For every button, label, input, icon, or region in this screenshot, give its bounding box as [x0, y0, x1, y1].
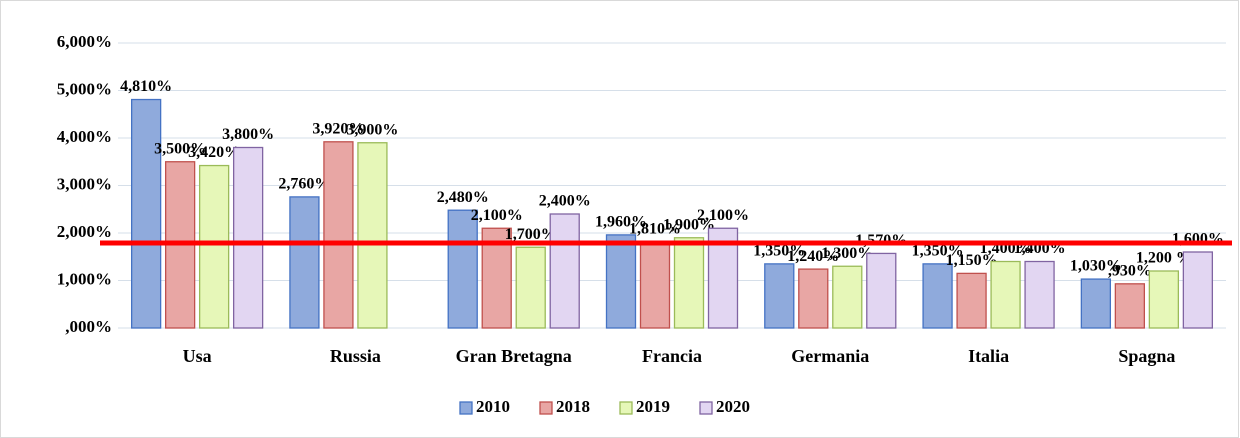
data-label: 1,200 % — [1136, 250, 1192, 267]
x-tick-label: Russia — [330, 346, 381, 366]
legend-swatch — [619, 401, 633, 415]
bar — [323, 141, 354, 329]
legend-swatch — [699, 401, 713, 415]
bar — [922, 263, 953, 329]
legend-label: 2010 — [476, 397, 510, 416]
bar — [764, 263, 795, 329]
data-label: 1,900% — [663, 216, 715, 233]
data-label: 1,960% — [595, 214, 647, 231]
y-tick-label: ,000% — [65, 317, 112, 336]
bar — [605, 234, 637, 329]
data-label: ,930% — [1108, 262, 1152, 279]
legend-label: 2019 — [636, 397, 670, 416]
x-tick-label: Spagna — [1118, 346, 1175, 366]
data-label: 2,100% — [697, 207, 749, 224]
y-tick-label: 2,000% — [57, 222, 112, 241]
data-label: 1,810% — [629, 221, 681, 238]
data-label: 1,030% — [1070, 258, 1122, 275]
bar — [232, 146, 264, 329]
data-label: 2,760% — [278, 176, 330, 193]
bar — [130, 98, 162, 329]
data-label: 4,810% — [120, 78, 172, 95]
y-tick-label: 4,000% — [57, 127, 112, 146]
data-label: 3,500% — [154, 140, 206, 157]
y-tick-label: 1,000% — [57, 269, 112, 288]
bar — [866, 252, 897, 329]
legend-swatch — [539, 401, 553, 415]
data-label: 1,700% — [505, 226, 557, 243]
bar — [515, 246, 546, 329]
bar — [549, 213, 580, 329]
data-label: 3,800% — [222, 126, 274, 143]
data-label: 3,920% — [312, 120, 364, 137]
x-tick-label: Gran Bretagna — [456, 346, 572, 366]
bar — [639, 241, 671, 329]
data-label: 3,900% — [346, 121, 398, 138]
data-label: 2,400% — [539, 193, 591, 210]
y-tick-label: 6,000% — [57, 32, 112, 51]
x-tick-label: Usa — [183, 346, 212, 366]
bar — [1148, 270, 1180, 329]
data-label: 3,420% — [188, 144, 240, 161]
bar — [1114, 283, 1146, 329]
data-label: 1,240% — [787, 248, 839, 265]
legend-label: 2020 — [716, 397, 750, 416]
x-tick-label: Francia — [642, 346, 702, 366]
data-label: 1,150% — [946, 252, 998, 269]
data-label: 1,350% — [753, 243, 805, 260]
y-tick-label: 3,000% — [57, 174, 112, 193]
bar — [1024, 260, 1055, 329]
data-label: 2,480% — [437, 189, 489, 206]
x-tick-label: Italia — [968, 346, 1009, 366]
bar — [798, 268, 829, 329]
bar — [447, 209, 478, 329]
x-tick-label: Germania — [791, 346, 869, 366]
bar — [990, 260, 1021, 329]
bar — [357, 142, 388, 329]
legend-label: 2018 — [556, 397, 590, 416]
bar — [289, 196, 320, 329]
bar — [198, 164, 230, 329]
bar — [673, 237, 705, 329]
y-tick-label: 5,000% — [57, 79, 112, 98]
bar — [956, 272, 987, 329]
data-label: 1,350% — [912, 243, 964, 260]
bar — [1080, 278, 1112, 329]
bar — [832, 265, 863, 329]
data-label: 1,300% — [821, 245, 873, 262]
legend-swatch — [459, 401, 473, 415]
bar — [1182, 251, 1214, 329]
data-label: 2,100% — [471, 207, 523, 224]
